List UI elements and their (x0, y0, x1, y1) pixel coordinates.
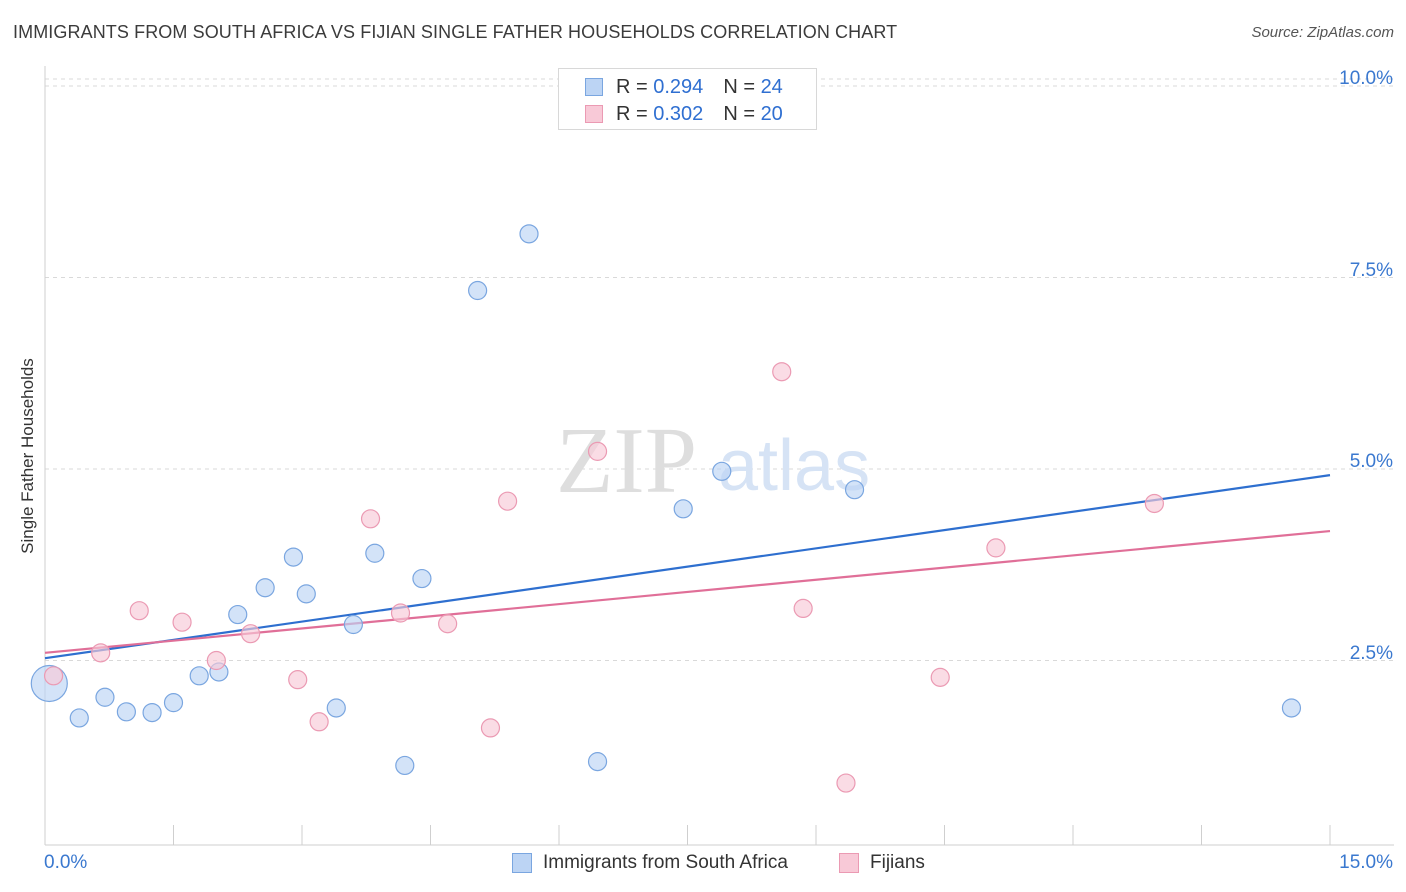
legend-n-label: N = (723, 75, 755, 98)
legend-r-label: R = (616, 102, 648, 125)
legend-item-south-africa: Immigrants from South Africa (512, 852, 788, 874)
y-tick-label: 5.0% (1349, 451, 1393, 472)
correlation-legend: R = 0.294 N = 24 R = 0.302 N = 20 (558, 68, 817, 130)
legend-r-value: 0.294 (653, 75, 704, 98)
legend-swatch-pink (585, 105, 603, 123)
trend-line (44, 474, 1331, 660)
point-fijians (43, 666, 64, 686)
point-south-africa (412, 568, 432, 589)
point-south-africa (343, 614, 363, 635)
point-fijians (129, 601, 149, 621)
legend-swatch-blue (585, 78, 603, 96)
point-fijians (986, 538, 1006, 558)
point-fijians (172, 612, 192, 632)
series-legend: Immigrants from South Africa Fijians (0, 851, 1406, 877)
legend-series-name: Immigrants from South Africa (543, 852, 788, 873)
gridlines (45, 78, 1394, 661)
point-south-africa (468, 280, 488, 301)
point-fijians (360, 509, 381, 529)
legend-series-name: Fijians (870, 852, 925, 873)
legend-n-label: N = (723, 102, 755, 125)
point-fijians (309, 712, 329, 732)
y-axis-label: Single Father Households (18, 358, 37, 554)
point-south-africa (365, 543, 385, 563)
watermark-atlas: atlas (718, 426, 870, 506)
x-tick-min: 0.0% (44, 852, 88, 873)
point-south-africa (712, 461, 732, 481)
point-south-africa (326, 698, 346, 718)
legend-r-label: R = (616, 75, 648, 98)
point-south-africa (189, 666, 209, 686)
y-tick-label: 10.0% (1339, 68, 1393, 89)
point-fijians (1144, 493, 1164, 514)
data-points (30, 224, 1302, 793)
point-south-africa (283, 547, 304, 567)
axes (44, 66, 1394, 846)
y-tick-label: 2.5% (1349, 642, 1393, 664)
point-fijians (480, 718, 501, 738)
legend-n-value: 24 (760, 75, 783, 98)
point-fijians (930, 667, 950, 687)
legend-item-fijians: Fijians (839, 852, 925, 874)
point-fijians (772, 362, 792, 382)
point-south-africa (395, 755, 415, 776)
point-fijians (241, 624, 261, 644)
point-south-africa (116, 702, 136, 722)
legend-r-value: 0.302 (653, 102, 704, 125)
x-tick-max: 15.0% (1339, 852, 1393, 873)
point-south-africa (519, 224, 539, 244)
point-south-africa (163, 693, 184, 713)
point-fijians (793, 598, 813, 619)
point-fijians (206, 650, 226, 671)
point-fijians (288, 670, 308, 690)
trend-line (44, 529, 1331, 654)
point-fijians (836, 773, 856, 793)
point-south-africa (587, 752, 608, 772)
legend-swatch-blue (512, 853, 532, 873)
point-south-africa (228, 604, 248, 625)
legend-row-fijians: R = 0.302 N = 20 (585, 101, 783, 127)
point-fijians (587, 441, 608, 461)
point-south-africa (673, 499, 693, 519)
point-south-africa (69, 708, 89, 728)
legend-swatch-pink (839, 853, 859, 873)
legend-row-south-africa: R = 0.294 N = 24 (585, 74, 783, 100)
legend-n-value: 20 (760, 102, 783, 125)
point-fijians (438, 614, 458, 634)
point-south-africa (1281, 698, 1302, 718)
point-fijians (498, 491, 518, 511)
point-fijians (390, 603, 411, 623)
point-south-africa (844, 480, 865, 500)
watermark-zip: ZIP (556, 409, 697, 513)
point-south-africa (255, 578, 275, 598)
source-label: Source: ZipAtlas.com (1251, 24, 1394, 41)
point-south-africa (142, 702, 162, 723)
y-tick-label: 7.5% (1349, 259, 1393, 281)
point-south-africa (296, 584, 316, 604)
watermark: ZIP atlas (556, 409, 870, 513)
point-south-africa (95, 687, 115, 707)
chart-title: IMMIGRANTS FROM SOUTH AFRICA VS FIJIAN S… (13, 22, 898, 42)
point-fijians (91, 643, 111, 663)
